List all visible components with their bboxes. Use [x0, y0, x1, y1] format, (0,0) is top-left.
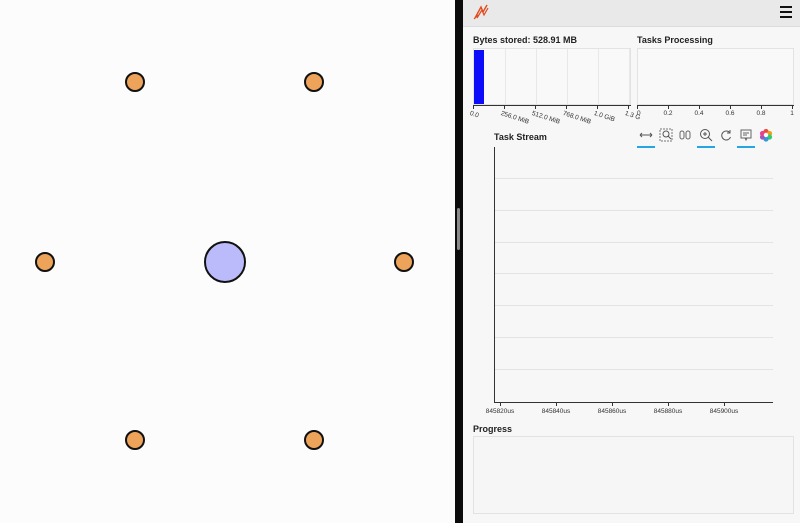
- worker-node[interactable]: [35, 252, 55, 272]
- bytes-stored-plot[interactable]: [473, 48, 631, 105]
- pane-splitter[interactable]: [455, 0, 463, 523]
- tasks-processing-plot[interactable]: [637, 48, 794, 105]
- tasks-processing-title: Tasks Processing: [637, 35, 713, 45]
- tasks-processing-x-tick: [668, 106, 669, 109]
- task-stream-x-tick: [612, 403, 613, 406]
- bytes-stored-x-tick-label: 512.0 MiB: [530, 110, 561, 126]
- bytes-stored-x-tick: [566, 106, 567, 109]
- splitter-handle[interactable]: [457, 208, 460, 250]
- pan-icon: [639, 132, 653, 138]
- bytes-stored-title: Bytes stored: 528.91 MB: [473, 35, 578, 45]
- gridline: [494, 369, 773, 370]
- task-stream-x-tick-label: 845860us: [597, 408, 627, 415]
- bytes-stored-x-tick: [597, 106, 598, 109]
- tasks-processing-x-tick-label: 0.2: [663, 110, 673, 117]
- worker-node[interactable]: [125, 430, 145, 450]
- progress-plot[interactable]: [473, 436, 794, 514]
- task-stream-x-tick: [556, 403, 557, 406]
- reset-tool[interactable]: [717, 127, 735, 145]
- bytes-stored-x-tick-label: 0.0: [468, 110, 480, 120]
- bytes-stored-x-tick-label: 768.0 MiB: [561, 110, 592, 126]
- tasks-processing-x-tick-label: 0: [637, 110, 641, 117]
- task-stream-plot[interactable]: [494, 147, 773, 403]
- bytes-stored-x-tick: [473, 106, 474, 109]
- cluster-graph-pane[interactable]: [0, 0, 455, 523]
- gridline: [494, 178, 773, 179]
- task-stream-x-tick: [668, 403, 669, 406]
- reset-icon: [721, 130, 731, 141]
- box-zoom-tool[interactable]: [657, 127, 675, 145]
- worker-node[interactable]: [304, 430, 324, 450]
- dashboard-pane: Bytes stored: 528.91 MB 0.0 256.0 MiB 512.…: [463, 0, 800, 523]
- hover-tool[interactable]: [737, 127, 755, 148]
- progress-title: Progress: [473, 424, 513, 434]
- tasks-processing-x-tick: [637, 106, 638, 109]
- task-stream-x-tick-label: 845820us: [485, 408, 515, 415]
- worker-node[interactable]: [304, 72, 324, 92]
- tasks-processing-x-tick: [761, 106, 762, 109]
- bytes-stored-x-tick: [535, 106, 536, 109]
- wheel-zoom-icon: [679, 130, 691, 140]
- bytes-stored-x-tick: [628, 106, 629, 109]
- gridline: [494, 337, 773, 338]
- gridline: [494, 242, 773, 243]
- task-stream-toolbar: [637, 127, 777, 148]
- bytes-stored-bar: [474, 50, 484, 104]
- tasks-processing-x-axis: [637, 105, 794, 106]
- tasks-processing-x-tick-label: 1: [790, 110, 794, 117]
- task-stream-x-tick: [724, 403, 725, 406]
- bokeh-logo-link[interactable]: [757, 127, 775, 145]
- pan-tool[interactable]: [637, 127, 655, 148]
- tasks-processing-x-tick: [792, 106, 793, 109]
- bytes-stored-x-axis: [473, 105, 631, 106]
- gridline: [505, 49, 506, 104]
- zoom-in-icon: [700, 129, 713, 142]
- gridline: [494, 210, 773, 211]
- tasks-processing-x-tick-label: 0.6: [725, 110, 735, 117]
- worker-node[interactable]: [394, 252, 414, 272]
- task-stream-x-tick-label: 845840us: [541, 408, 571, 415]
- dask-logo-icon: [473, 4, 489, 20]
- gridline: [629, 49, 630, 104]
- tasks-processing-x-tick: [730, 106, 731, 109]
- bytes-stored-x-tick: [504, 106, 505, 109]
- box-zoom-icon: [659, 128, 673, 142]
- task-stream-y-axis: [494, 147, 495, 403]
- task-stream-title: Task Stream: [494, 132, 547, 142]
- tasks-processing-x-tick: [699, 106, 700, 109]
- scheduler-node[interactable]: [204, 241, 246, 283]
- task-stream-x-tick-label: 845880us: [653, 408, 683, 415]
- gridline: [494, 305, 773, 306]
- gridline: [494, 273, 773, 274]
- task-stream-x-tick-label: 845900us: [709, 408, 739, 415]
- hamburger-menu-icon[interactable]: [780, 6, 792, 18]
- bokeh-logo-icon: [759, 128, 773, 142]
- task-stream-x-tick: [500, 403, 501, 406]
- tasks-processing-x-tick-label: 0.8: [756, 110, 766, 117]
- bytes-stored-x-tick-label: 1.0 GiB: [592, 110, 616, 124]
- tasks-processing-x-tick-label: 0.4: [694, 110, 704, 117]
- dashboard-topbar: [463, 0, 800, 27]
- hover-icon: [740, 129, 752, 142]
- task-stream-x-axis: [494, 402, 773, 403]
- gridline: [567, 49, 568, 104]
- zoom-in-tool[interactable]: [697, 127, 715, 148]
- gridline: [536, 49, 537, 104]
- wheel-zoom-tool[interactable]: [677, 127, 695, 145]
- cluster-graph-canvas[interactable]: [0, 0, 455, 523]
- bytes-stored-x-tick-label: 256.0 MiB: [499, 110, 530, 126]
- gridline: [598, 49, 599, 104]
- worker-node[interactable]: [125, 72, 145, 92]
